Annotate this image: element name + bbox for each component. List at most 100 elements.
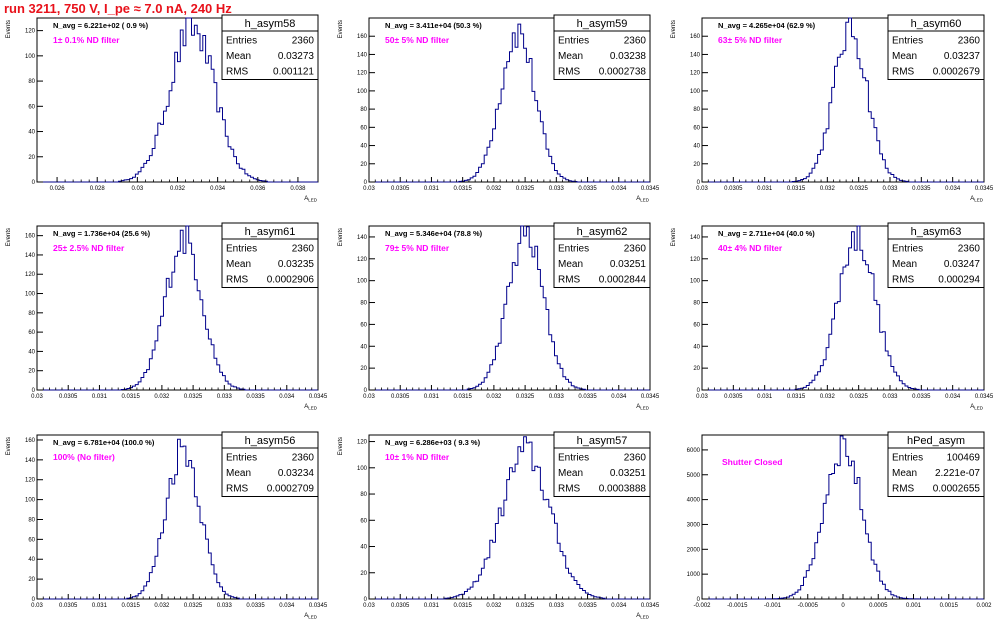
stats-key: Entries bbox=[892, 36, 923, 47]
x-tick-label: 0.03 bbox=[363, 394, 375, 400]
y-tick-label: 160 bbox=[25, 234, 36, 240]
stats-value: 2360 bbox=[292, 36, 315, 47]
stats-value: 0.03235 bbox=[278, 259, 315, 270]
x-axis-label: ALED bbox=[304, 404, 318, 411]
stats-value: 0.0002844 bbox=[599, 275, 647, 286]
x-tick-label: 0.03 bbox=[31, 603, 43, 609]
y-tick-label: 40 bbox=[693, 144, 700, 150]
y-tick-label: 60 bbox=[360, 518, 367, 524]
x-tick-label: 0.0325 bbox=[184, 603, 203, 609]
x-tick-label: 0 bbox=[841, 603, 845, 609]
x-tick-label: 0.0315 bbox=[121, 394, 140, 400]
x-tick-label: 0.036 bbox=[250, 186, 266, 192]
histogram-panel-hPed_asym: -0.002 -0.0015 -0.001 -0.0005 0 0.0005 0.001 0.… bbox=[687, 431, 992, 609]
x-tick-label: 0.034 bbox=[611, 186, 627, 192]
stats-value: 2360 bbox=[624, 36, 647, 47]
x-axis-label: ALED bbox=[970, 404, 984, 411]
filter-label: 1± 0.1% ND filter bbox=[53, 35, 120, 45]
y-tick-label: 100 bbox=[690, 89, 701, 95]
stats-box bbox=[887, 14, 985, 80]
y-tick-label: 40 bbox=[28, 557, 35, 563]
y-tick-label: 0 bbox=[697, 388, 701, 394]
y-tick-label: 4000 bbox=[687, 498, 701, 504]
page-title: run 3211, 750 V, I_pe ≈ 7.0 nA, 240 Hz bbox=[4, 1, 232, 16]
x-tick-label: 0.032 bbox=[486, 186, 502, 192]
x-tick-label: 0.032 bbox=[170, 186, 186, 192]
y-tick-label: 40 bbox=[693, 344, 700, 350]
navg-label: N_avg = 5.346e+04 (78.8 %) bbox=[385, 229, 483, 238]
plot-frame bbox=[368, 434, 651, 600]
x-tick-label: 0.034 bbox=[279, 394, 295, 400]
y-tick-label: 80 bbox=[360, 492, 367, 498]
y-axis-label: Events bbox=[338, 20, 344, 38]
x-tick-label: 0.0345 bbox=[309, 603, 328, 609]
y-tick-label: 0 bbox=[32, 597, 36, 603]
x-tick-label: 0.03 bbox=[132, 186, 144, 192]
stats-value: 2.221e-07 bbox=[935, 468, 980, 479]
x-axis-label: ALED bbox=[636, 404, 650, 411]
x-tick-label: 0.0335 bbox=[912, 186, 931, 192]
stats-key: Mean bbox=[558, 468, 583, 479]
x-tick-label: 0.031 bbox=[92, 603, 108, 609]
stats-key: Entries bbox=[558, 453, 589, 464]
y-tick-label: 20 bbox=[360, 162, 367, 168]
y-tick-label: 80 bbox=[28, 517, 35, 523]
y-tick-label: 120 bbox=[357, 440, 368, 446]
y-tick-label: 80 bbox=[28, 311, 35, 317]
stats-key: RMS bbox=[226, 67, 249, 78]
stats-value: 0.0002738 bbox=[599, 67, 647, 78]
stats-title: h_asym63 bbox=[911, 226, 962, 238]
y-tick-label: 120 bbox=[690, 71, 701, 77]
y-tick-label: 20 bbox=[360, 571, 367, 577]
stats-value: 2360 bbox=[624, 453, 647, 464]
y-tick-label: 160 bbox=[25, 438, 36, 444]
stats-key: RMS bbox=[558, 484, 581, 495]
y-tick-label: 160 bbox=[690, 34, 701, 40]
y-tick-label: 40 bbox=[360, 344, 367, 350]
y-axis-label: Events bbox=[671, 20, 677, 38]
x-tick-label: 0.0315 bbox=[121, 603, 140, 609]
stats-key: Entries bbox=[892, 244, 923, 255]
y-tick-label: 40 bbox=[28, 130, 35, 136]
x-tick-label: 0.0305 bbox=[59, 394, 78, 400]
y-tick-label: 80 bbox=[693, 301, 700, 307]
filter-label: 40± 4% ND filter bbox=[718, 243, 783, 253]
histogram-panel-h_asym56: 0.03 0.0305 0.031 0.0315 0.032 0.0325 0.033 0.0… bbox=[6, 431, 328, 620]
stats-value: 0.03237 bbox=[944, 51, 981, 62]
x-tick-label: 0.033 bbox=[217, 394, 233, 400]
stats-box bbox=[553, 222, 651, 288]
stats-title: h_asym59 bbox=[577, 18, 628, 30]
x-tick-label: 0.033 bbox=[882, 186, 898, 192]
y-tick-label: 140 bbox=[357, 235, 368, 241]
plot-frame bbox=[368, 225, 651, 391]
stats-key: Mean bbox=[892, 468, 917, 479]
stats-box bbox=[221, 14, 319, 80]
x-tick-label: 0.032 bbox=[154, 603, 170, 609]
x-tick-label: 0.0005 bbox=[869, 603, 888, 609]
x-tick-label: 0.0345 bbox=[641, 394, 660, 400]
x-tick-label: 0.0315 bbox=[453, 603, 472, 609]
y-tick-label: 0 bbox=[364, 388, 368, 394]
y-tick-label: 140 bbox=[25, 458, 36, 464]
stats-key: Mean bbox=[226, 259, 251, 270]
histogram-bars bbox=[702, 225, 984, 391]
x-tick-label: -0.0015 bbox=[727, 603, 748, 609]
x-tick-label: 0.03 bbox=[696, 186, 708, 192]
y-tick-label: 20 bbox=[28, 577, 35, 583]
stats-key: RMS bbox=[558, 67, 581, 78]
x-tick-label: 0.0335 bbox=[246, 603, 265, 609]
x-tick-label: 0.0315 bbox=[453, 186, 472, 192]
y-tick-label: 60 bbox=[360, 125, 367, 131]
y-tick-label: 6000 bbox=[687, 448, 701, 454]
x-tick-label: 0.0305 bbox=[391, 186, 410, 192]
x-tick-label: 0.03 bbox=[363, 186, 375, 192]
x-tick-label: 0.031 bbox=[757, 394, 773, 400]
x-tick-label: 0.034 bbox=[210, 186, 226, 192]
stats-value: 0.03273 bbox=[278, 51, 315, 62]
y-axis-label: Events bbox=[338, 228, 344, 246]
stats-value: 0.03247 bbox=[944, 259, 981, 270]
y-tick-label: 20 bbox=[28, 369, 35, 375]
navg-label: N_avg = 6.781e+04 (100.0 %) bbox=[53, 438, 155, 447]
y-axis-label: Events bbox=[6, 228, 12, 246]
